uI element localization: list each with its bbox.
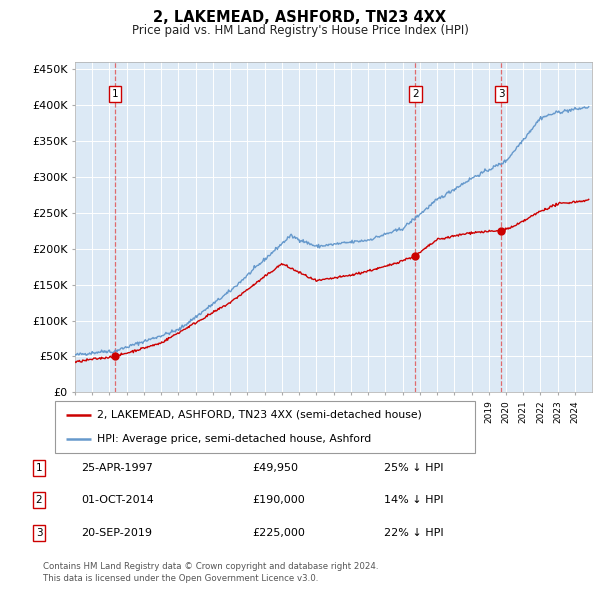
Text: 1: 1 (35, 463, 43, 473)
Text: 01-OCT-2014: 01-OCT-2014 (81, 495, 154, 505)
Text: 25-APR-1997: 25-APR-1997 (81, 463, 153, 473)
Text: 20-SEP-2019: 20-SEP-2019 (81, 528, 152, 538)
Text: Price paid vs. HM Land Registry's House Price Index (HPI): Price paid vs. HM Land Registry's House … (131, 24, 469, 37)
Text: £225,000: £225,000 (252, 528, 305, 538)
FancyBboxPatch shape (55, 401, 475, 453)
Text: £49,950: £49,950 (252, 463, 298, 473)
Text: 2: 2 (412, 89, 419, 99)
Text: 2, LAKEMEAD, ASHFORD, TN23 4XX: 2, LAKEMEAD, ASHFORD, TN23 4XX (154, 9, 446, 25)
Text: 22% ↓ HPI: 22% ↓ HPI (384, 528, 443, 538)
Text: 1: 1 (112, 89, 118, 99)
Text: £190,000: £190,000 (252, 495, 305, 505)
Text: 2: 2 (35, 495, 43, 505)
Text: 14% ↓ HPI: 14% ↓ HPI (384, 495, 443, 505)
Text: 2, LAKEMEAD, ASHFORD, TN23 4XX (semi-detached house): 2, LAKEMEAD, ASHFORD, TN23 4XX (semi-det… (97, 409, 422, 419)
Text: This data is licensed under the Open Government Licence v3.0.: This data is licensed under the Open Gov… (43, 573, 319, 583)
Text: 3: 3 (498, 89, 505, 99)
Text: 3: 3 (35, 528, 43, 538)
Text: Contains HM Land Registry data © Crown copyright and database right 2024.: Contains HM Land Registry data © Crown c… (43, 562, 379, 571)
Text: 25% ↓ HPI: 25% ↓ HPI (384, 463, 443, 473)
Text: HPI: Average price, semi-detached house, Ashford: HPI: Average price, semi-detached house,… (97, 434, 371, 444)
